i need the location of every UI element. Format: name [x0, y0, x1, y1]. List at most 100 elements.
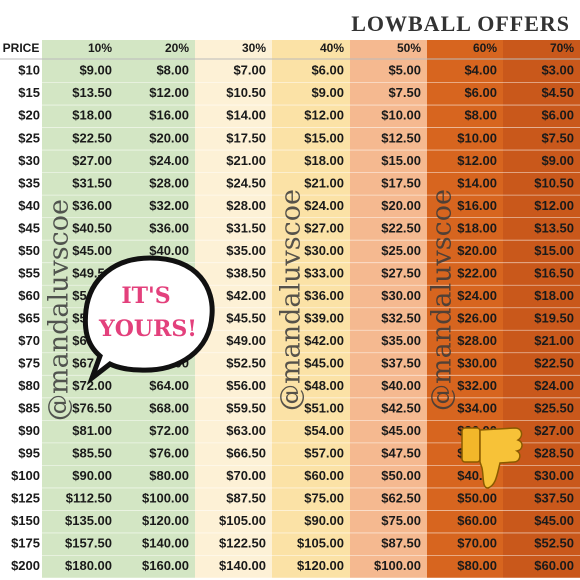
- offer-cell: $59.50: [226, 401, 266, 416]
- offer-cell: $90.00: [304, 513, 344, 528]
- offer-cell: $180.00: [65, 558, 112, 573]
- offer-cell: $72.00: [149, 423, 189, 438]
- offer-cell: $30.00: [304, 243, 344, 258]
- column-header: 20%: [165, 41, 189, 55]
- price-cell: $25: [18, 130, 40, 145]
- offer-cell: $37.50: [381, 355, 421, 370]
- price-cell: $50: [18, 243, 40, 258]
- offer-cell: $18.00: [534, 288, 574, 303]
- offer-cell: $21.00: [226, 153, 266, 168]
- price-cell: $100: [11, 468, 40, 483]
- offer-cell: $57.00: [304, 446, 344, 461]
- offer-cell: $28.50: [534, 446, 574, 461]
- offer-cell: $35.00: [381, 333, 421, 348]
- price-cell: $80: [18, 378, 40, 393]
- offer-cell: $64.00: [149, 378, 189, 393]
- column-header: 30%: [242, 41, 266, 55]
- offer-cell: $68.00: [149, 401, 189, 416]
- offer-cell: $76.00: [149, 446, 189, 461]
- offer-cell: $24.00: [304, 198, 344, 213]
- offer-cell: $157.50: [65, 536, 112, 551]
- offer-cell: $9.00: [311, 85, 344, 100]
- column-fill: [272, 40, 350, 578]
- offer-cell: $120.00: [297, 558, 344, 573]
- offer-cell: $25.00: [381, 243, 421, 258]
- offer-cell: $18.00: [457, 220, 497, 235]
- offer-cell: $3.00: [541, 63, 574, 78]
- column-header: 60%: [473, 41, 497, 55]
- offer-cell: $52.50: [534, 536, 574, 551]
- offer-cell: $49.00: [226, 333, 266, 348]
- column-fill: [503, 40, 580, 578]
- offer-cell: $9.00: [79, 63, 112, 78]
- offer-cell: $10.50: [226, 85, 266, 100]
- offer-cell: $48.00: [304, 378, 344, 393]
- offer-cell: $72.00: [72, 378, 112, 393]
- offer-cell: $75.00: [304, 491, 344, 506]
- offer-cell: $15.00: [304, 130, 344, 145]
- offer-cell: $12.00: [149, 85, 189, 100]
- offer-cell: $33.00: [304, 265, 344, 280]
- offer-cell: $40.00: [149, 243, 189, 258]
- price-cell: $15: [18, 85, 40, 100]
- offer-cell: $42.00: [304, 333, 344, 348]
- offer-cell: $60.00: [304, 468, 344, 483]
- offer-cell: $85.50: [72, 446, 112, 461]
- price-cell: $10: [18, 63, 40, 78]
- column-header: 70%: [550, 41, 574, 55]
- offer-cell: $24.00: [457, 288, 497, 303]
- offer-cell: $70.00: [226, 468, 266, 483]
- offer-cell: $60.00: [534, 558, 574, 573]
- offer-cell: $54.00: [304, 423, 344, 438]
- offer-cell: $31.50: [72, 175, 112, 190]
- offer-cell: $60.00: [457, 513, 497, 528]
- offer-cell: $32.00: [149, 198, 189, 213]
- offer-cell: $7.00: [233, 63, 266, 78]
- offer-cell: $50.00: [457, 491, 497, 506]
- offer-cell: $40.50: [72, 220, 112, 235]
- offer-cell: $76.50: [72, 401, 112, 416]
- price-cell: $30: [18, 153, 40, 168]
- price-cell: $150: [11, 513, 40, 528]
- offer-cell: $12.50: [381, 130, 421, 145]
- offer-cell: $160.00: [142, 558, 189, 573]
- offer-cell: $8.00: [156, 63, 189, 78]
- offer-cell: $30.00: [534, 468, 574, 483]
- offer-cell: $15.00: [534, 243, 574, 258]
- column-fill: [350, 40, 427, 578]
- offer-cell: $51.00: [304, 401, 344, 416]
- offer-cell: $18.00: [304, 153, 344, 168]
- price-cell: $75: [18, 355, 40, 370]
- offer-cell: $19.50: [534, 310, 574, 325]
- offer-cell: $80.00: [149, 468, 189, 483]
- offer-cell: $66.50: [226, 446, 266, 461]
- offer-cell: $122.50: [219, 536, 266, 551]
- price-cell: $70: [18, 333, 40, 348]
- offer-cell: $62.50: [381, 491, 421, 506]
- offer-cell: $5.00: [388, 63, 421, 78]
- offer-cell: $31.50: [226, 220, 266, 235]
- offer-cell: $16.00: [149, 108, 189, 123]
- price-cell: $175: [11, 536, 40, 551]
- offer-cell: $6.00: [464, 85, 497, 100]
- offer-cell: $20.00: [457, 243, 497, 258]
- offer-cell: $22.00: [457, 265, 497, 280]
- offer-cell: $87.50: [226, 491, 266, 506]
- price-cell: $35: [18, 175, 40, 190]
- offer-cell: $13.50: [72, 85, 112, 100]
- offer-cell: $47.50: [381, 446, 421, 461]
- offer-cell: $27.00: [534, 423, 574, 438]
- offer-cell: $15.00: [381, 153, 421, 168]
- bubble-text: IT'S: [121, 283, 170, 309]
- offer-cell: $45.50: [226, 310, 266, 325]
- price-cell: $20: [18, 108, 40, 123]
- offer-cell: $9.00: [541, 153, 574, 168]
- offer-cell: $22.50: [534, 355, 574, 370]
- offer-cell: $90.00: [72, 468, 112, 483]
- offer-cell: $56.00: [226, 378, 266, 393]
- offer-cell: $40.00: [381, 378, 421, 393]
- offer-cell: $80.00: [457, 558, 497, 573]
- offer-cell: $17.50: [381, 175, 421, 190]
- price-cell: $95: [18, 446, 40, 461]
